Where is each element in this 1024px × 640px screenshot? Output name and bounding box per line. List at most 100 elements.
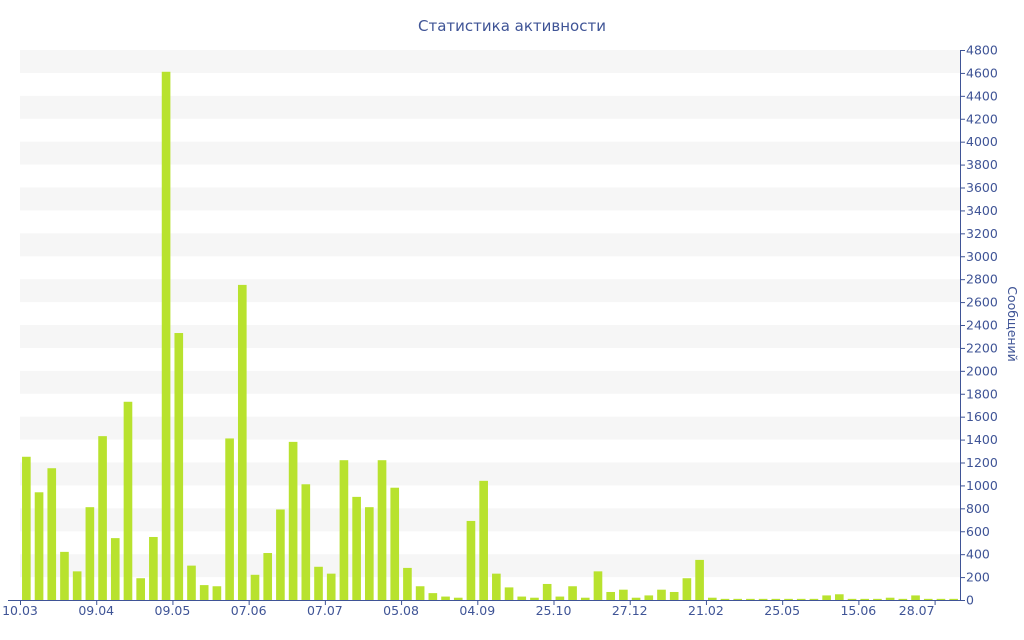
bar [568,586,577,600]
x-tick-label: 25.10 [536,603,572,618]
bar [631,597,641,600]
bar [174,333,184,600]
bar [72,571,82,600]
x-tick-label: 21.02 [688,603,724,618]
x-tick-label: 28.07 [899,603,935,618]
bar [352,496,361,600]
bar [720,598,730,600]
bar [530,597,539,600]
bar [339,460,349,600]
x-ticks: 10.03 09.04 09.05 07.06 07.07 05.08 04.09 25.10… [2,600,936,618]
grid-band [20,95,960,119]
bar [580,597,590,600]
y-axis-label: Сообщений [1005,286,1020,362]
bar [746,598,755,600]
y-tick-label: 3000 [966,249,998,264]
y-tick-label: 4200 [966,111,998,126]
bar [263,553,273,600]
y-ticks: 0 200 400 600 800 1000 1200 1400 1600 1800 2000 220… [960,43,998,608]
bar [695,559,704,600]
y-tick-label: 4400 [966,88,998,103]
bar [377,460,387,600]
y-tick-label: 1800 [966,386,998,401]
y-tick-label: 4800 [966,43,998,58]
grid-band [20,50,960,73]
bar [149,536,158,600]
x-tick-label: 15.06 [840,603,876,618]
x-tick-label: 10.03 [2,603,38,618]
bar [555,596,565,600]
bar [885,597,895,600]
y-tick-label: 400 [966,547,990,562]
x-tick-label: 09.04 [78,603,114,618]
bar [517,596,527,600]
grid-band [20,187,960,211]
bar [479,480,488,600]
bar [809,598,819,600]
grid-band [20,370,960,394]
bar [22,456,31,600]
x-tick-label: 25.05 [764,603,800,618]
y-tick-label: 2600 [966,295,998,310]
bar [161,71,171,601]
bar [911,595,920,600]
grid-band [20,508,960,532]
bar [441,596,450,600]
y-tick-label: 200 [966,570,990,585]
bar [47,468,57,600]
bar [949,598,958,600]
bar [199,585,209,600]
bar [110,538,120,600]
bar [237,284,247,600]
y-tick-label: 3200 [966,226,998,241]
bar [923,598,933,600]
x-tick-label: 07.07 [307,603,343,618]
grid-band [20,325,960,348]
bar [860,598,870,600]
bar [504,587,514,600]
bar [60,551,69,600]
bar [136,578,145,600]
bar [644,595,654,600]
bar [276,509,285,600]
bar [822,595,831,600]
y-tick-label: 1200 [966,455,998,470]
y-tick-label: 3600 [966,180,998,195]
bar [453,597,463,600]
bar [835,594,844,600]
x-tick-label: 27.12 [612,603,648,618]
grid-band [20,141,960,165]
y-tick-label: 4600 [966,65,998,80]
bar [898,598,908,600]
y-tick-label: 1400 [966,432,998,447]
bar [365,507,374,600]
grid-band [20,416,960,440]
bar [669,591,679,600]
bar [936,598,946,600]
bar [301,484,311,600]
grid-band [20,233,960,257]
bar [415,586,425,600]
grid-band [20,554,960,578]
bar [619,589,628,600]
bar [593,571,603,600]
y-tick-label: 800 [966,501,990,516]
bar [288,441,298,600]
y-tick-label: 4000 [966,134,998,149]
y-tick-label: 2200 [966,340,998,355]
bar [758,598,768,600]
x-tick-label: 04.09 [459,603,495,618]
y-tick-label: 2800 [966,272,998,287]
bar [390,487,400,600]
bar [225,438,234,600]
y-tick-label: 3400 [966,203,998,218]
bar [542,583,552,600]
y-tick-label: 600 [966,524,990,539]
bars [22,71,958,601]
grid-bands [20,50,960,578]
y-tick-label: 1000 [966,478,998,493]
y-tick-label: 2000 [966,363,998,378]
bar [98,436,107,600]
